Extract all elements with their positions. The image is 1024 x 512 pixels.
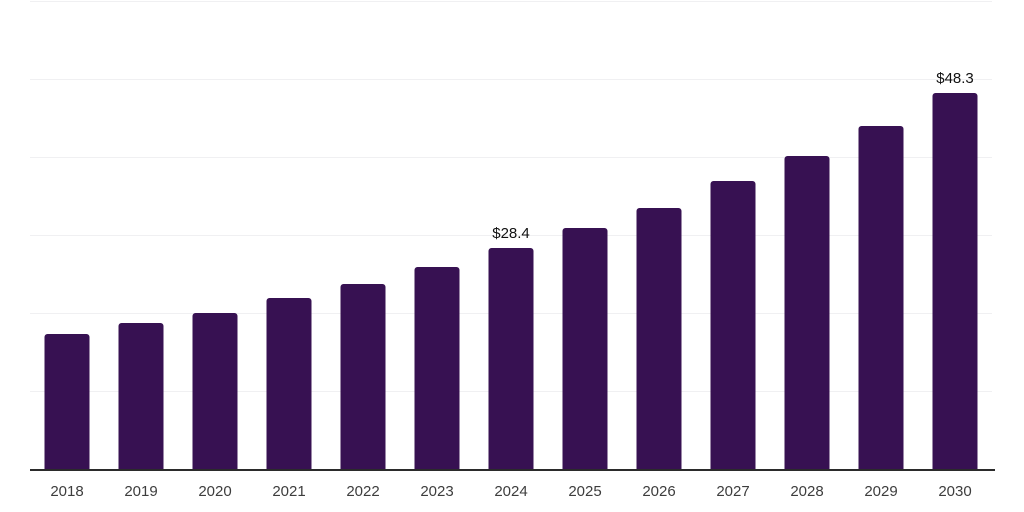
x-tick-label-2028: 2028: [790, 483, 824, 500]
bar-slot-2026: [622, 2, 696, 470]
bar-slot-2024: $28.4: [474, 2, 548, 470]
x-tick-label-2020: 2020: [198, 483, 232, 500]
gridline-30: [30, 235, 992, 236]
bar-2021: [266, 298, 312, 470]
data-label-2024: $28.4: [492, 225, 530, 243]
plot-area: $28.4 $48.3: [30, 1, 995, 471]
bar-slot-2028: [770, 2, 844, 470]
bar-slot-2020: [178, 2, 252, 470]
bar-slot-2021: [252, 2, 326, 470]
x-tick-label-2023: 2023: [420, 483, 454, 500]
bar-2030: [932, 93, 978, 470]
x-tick-label-2026: 2026: [642, 483, 676, 500]
x-tick-label-2029: 2029: [864, 483, 898, 500]
bar-slot-2023: [400, 2, 474, 470]
x-tick-label-2019: 2019: [124, 483, 158, 500]
bar-2024: [488, 248, 534, 470]
bar-2022: [340, 283, 386, 470]
x-tick-label-2018: 2018: [50, 483, 84, 500]
x-axis-labels: 2018 2019 2020 2021 2022 2023 2024 2025 2026 2027…: [30, 481, 992, 503]
gridline-50: [30, 79, 992, 80]
bar-slot-2025: [548, 2, 622, 470]
bar-2026: [636, 207, 682, 470]
bar-2023: [414, 267, 460, 470]
bar-slot-2030: $48.3: [918, 2, 992, 470]
gridline-60: [30, 1, 992, 2]
bar-slot-2029: [844, 2, 918, 470]
bar-2020: [192, 313, 238, 470]
bars: $28.4 $48.3: [30, 2, 992, 470]
gridline-40: [30, 157, 992, 159]
bar-2028: [784, 155, 830, 470]
x-tick-label-2030: 2030: [938, 483, 972, 500]
bar-2029: [858, 126, 904, 470]
x-tick-label-2022: 2022: [346, 483, 380, 500]
x-tick-label-2027: 2027: [716, 483, 750, 500]
bar-slot-2019: [104, 2, 178, 470]
bar-2025: [562, 228, 608, 470]
bar-slot-2027: [696, 2, 770, 470]
bar-2027: [710, 181, 756, 470]
x-tick-label-2025: 2025: [568, 483, 602, 500]
bar-2018: [44, 334, 90, 470]
x-tick-label-2024: 2024: [494, 483, 528, 500]
x-tick-label-2021: 2021: [272, 483, 306, 500]
bar-slot-2022: [326, 2, 400, 470]
bar-slot-2018: [30, 2, 104, 470]
x-axis-line: [30, 469, 995, 471]
bar-2019: [118, 322, 164, 470]
data-label-2030: $48.3: [936, 70, 974, 88]
